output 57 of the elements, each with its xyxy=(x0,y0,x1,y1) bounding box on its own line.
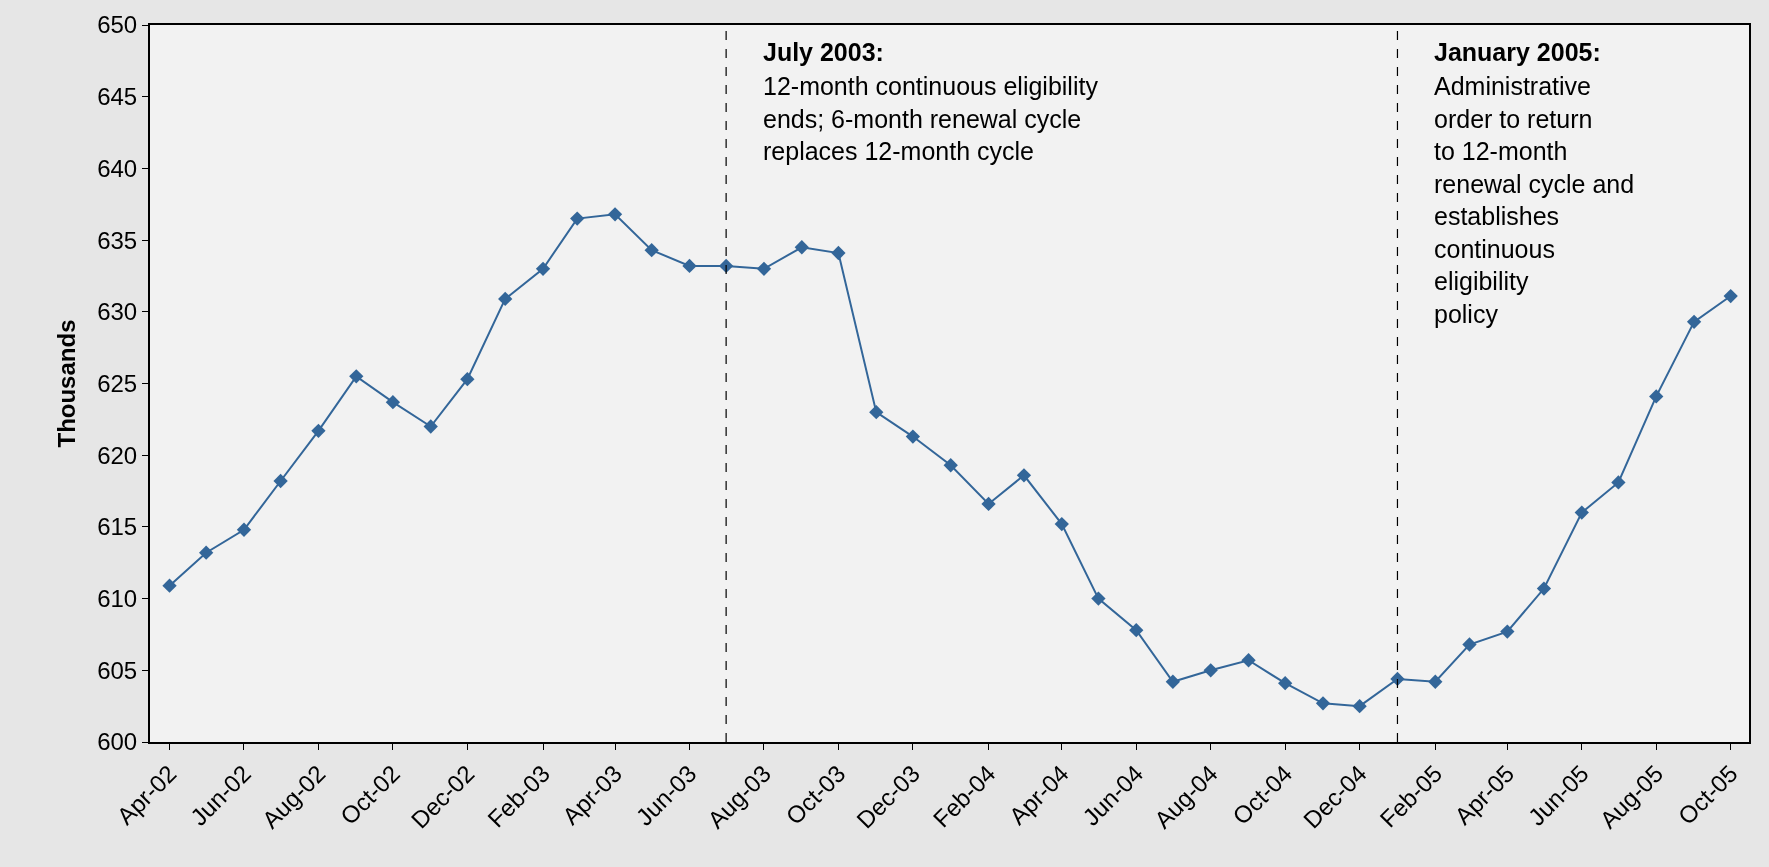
point xyxy=(831,245,846,261)
y-tick-label: 650 xyxy=(97,11,138,39)
point xyxy=(1054,516,1069,532)
point xyxy=(162,578,177,593)
y-tick-label: 625 xyxy=(97,369,138,397)
point xyxy=(1536,581,1552,596)
point xyxy=(1091,591,1106,606)
point xyxy=(1315,696,1331,711)
point xyxy=(1574,505,1589,520)
point xyxy=(943,458,958,473)
point xyxy=(1686,314,1702,329)
annotation: 12-month continuous eligibility ends; 6-month renewal cycle replaces 12-month cycle xyxy=(763,72,1099,165)
y-tick-label: 605 xyxy=(97,656,138,684)
point xyxy=(273,473,288,489)
point xyxy=(570,211,585,226)
y-tick-label: 635 xyxy=(97,226,138,254)
annotation: January 2005: xyxy=(1434,38,1601,66)
y-tick-label: 630 xyxy=(97,298,138,326)
y-tick-label: 600 xyxy=(97,728,138,756)
y-tick-label: 615 xyxy=(97,513,138,541)
point xyxy=(199,545,214,560)
point xyxy=(1241,653,1256,668)
point xyxy=(311,423,326,438)
point xyxy=(869,405,884,420)
point xyxy=(498,291,513,307)
point xyxy=(1016,468,1032,483)
point xyxy=(1165,674,1181,689)
point xyxy=(1611,475,1626,490)
point xyxy=(535,261,551,276)
y-tick-label: 610 xyxy=(97,585,138,612)
point xyxy=(349,369,364,384)
point xyxy=(981,496,996,512)
point xyxy=(794,240,809,255)
point xyxy=(607,207,623,222)
point xyxy=(756,261,772,276)
point xyxy=(1129,623,1144,638)
y-tick-label: 620 xyxy=(97,441,138,469)
point xyxy=(1428,674,1443,689)
y-tick-label: 640 xyxy=(97,154,138,182)
point xyxy=(905,429,921,444)
annotation: Administrative order to return to 12-month renewal cycle and establishes continuous eligibility policy xyxy=(1434,72,1635,328)
point xyxy=(460,372,475,387)
point xyxy=(1723,288,1738,304)
annotation: July 2003: xyxy=(763,38,884,66)
point xyxy=(682,258,697,274)
point xyxy=(423,419,438,434)
y-tick-label: 645 xyxy=(97,83,138,111)
point xyxy=(1352,699,1367,714)
point xyxy=(236,522,252,537)
point xyxy=(1462,637,1477,652)
point xyxy=(644,242,659,258)
y-axis-title: Thousands xyxy=(52,319,80,448)
point xyxy=(1278,676,1293,691)
point xyxy=(385,394,401,410)
point xyxy=(1649,389,1664,404)
point xyxy=(1500,624,1515,639)
point xyxy=(1203,663,1218,678)
